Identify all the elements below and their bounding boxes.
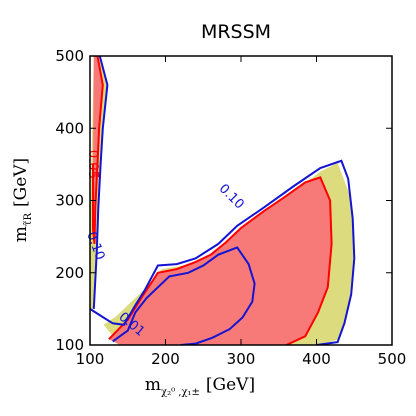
y-tick-label-500: 500 — [55, 47, 84, 65]
left-red-contour — [92, 56, 104, 245]
x-tick-label-500: 500 — [378, 350, 407, 368]
x-tick-label-300: 300 — [227, 350, 256, 368]
left-blue-contour — [92, 56, 109, 309]
y-axis-label-sub: τ̃R — [23, 213, 34, 227]
x-axis-label-unit: [GeV] — [206, 375, 255, 395]
y-tick-label-100: 100 — [55, 336, 84, 354]
plot-axes: 100 200 300 400 500 100 200 300 400 500 — [55, 47, 406, 368]
y-axis-label: mτ̃R [GeV] — [11, 158, 34, 242]
x-axis-label: mχ₂⁰ ,χ₁± [GeV] — [145, 375, 255, 398]
contour-label-0: 0.05 — [85, 150, 100, 179]
svg-text:mτ̃R[GeV]: mτ̃R [GeV] — [11, 158, 34, 242]
x-tick-label-200: 200 — [151, 350, 180, 368]
inner-blue-contour — [112, 246, 256, 345]
x-axis-label-sub: χ₂⁰ ,χ₁± — [161, 387, 200, 398]
x-tick-label-400: 400 — [302, 350, 331, 368]
contour-label-3: 0.10 — [216, 181, 247, 212]
y-tick-label-200: 200 — [55, 264, 84, 282]
contour-label-1: 0.10 — [83, 230, 107, 262]
y-axis-label-unit: [GeV] — [11, 158, 31, 207]
main-excluded-region — [108, 177, 332, 345]
plot-regions — [90, 56, 356, 345]
outer-blue-contour — [90, 159, 356, 345]
x-axis-label-base: m — [145, 375, 161, 395]
chart-title: MRSSM — [201, 21, 271, 43]
main-red-contour — [108, 176, 333, 345]
x-tick-label-100: 100 — [76, 350, 105, 368]
svg-text:mχ₂⁰ ,χ₁±[GeV]: mχ₂⁰ ,χ₁± [GeV] — [145, 375, 255, 398]
y-tick-label-300: 300 — [55, 192, 84, 210]
y-axis-label-base: m — [11, 226, 31, 242]
y-tick-label-400: 400 — [55, 119, 84, 137]
